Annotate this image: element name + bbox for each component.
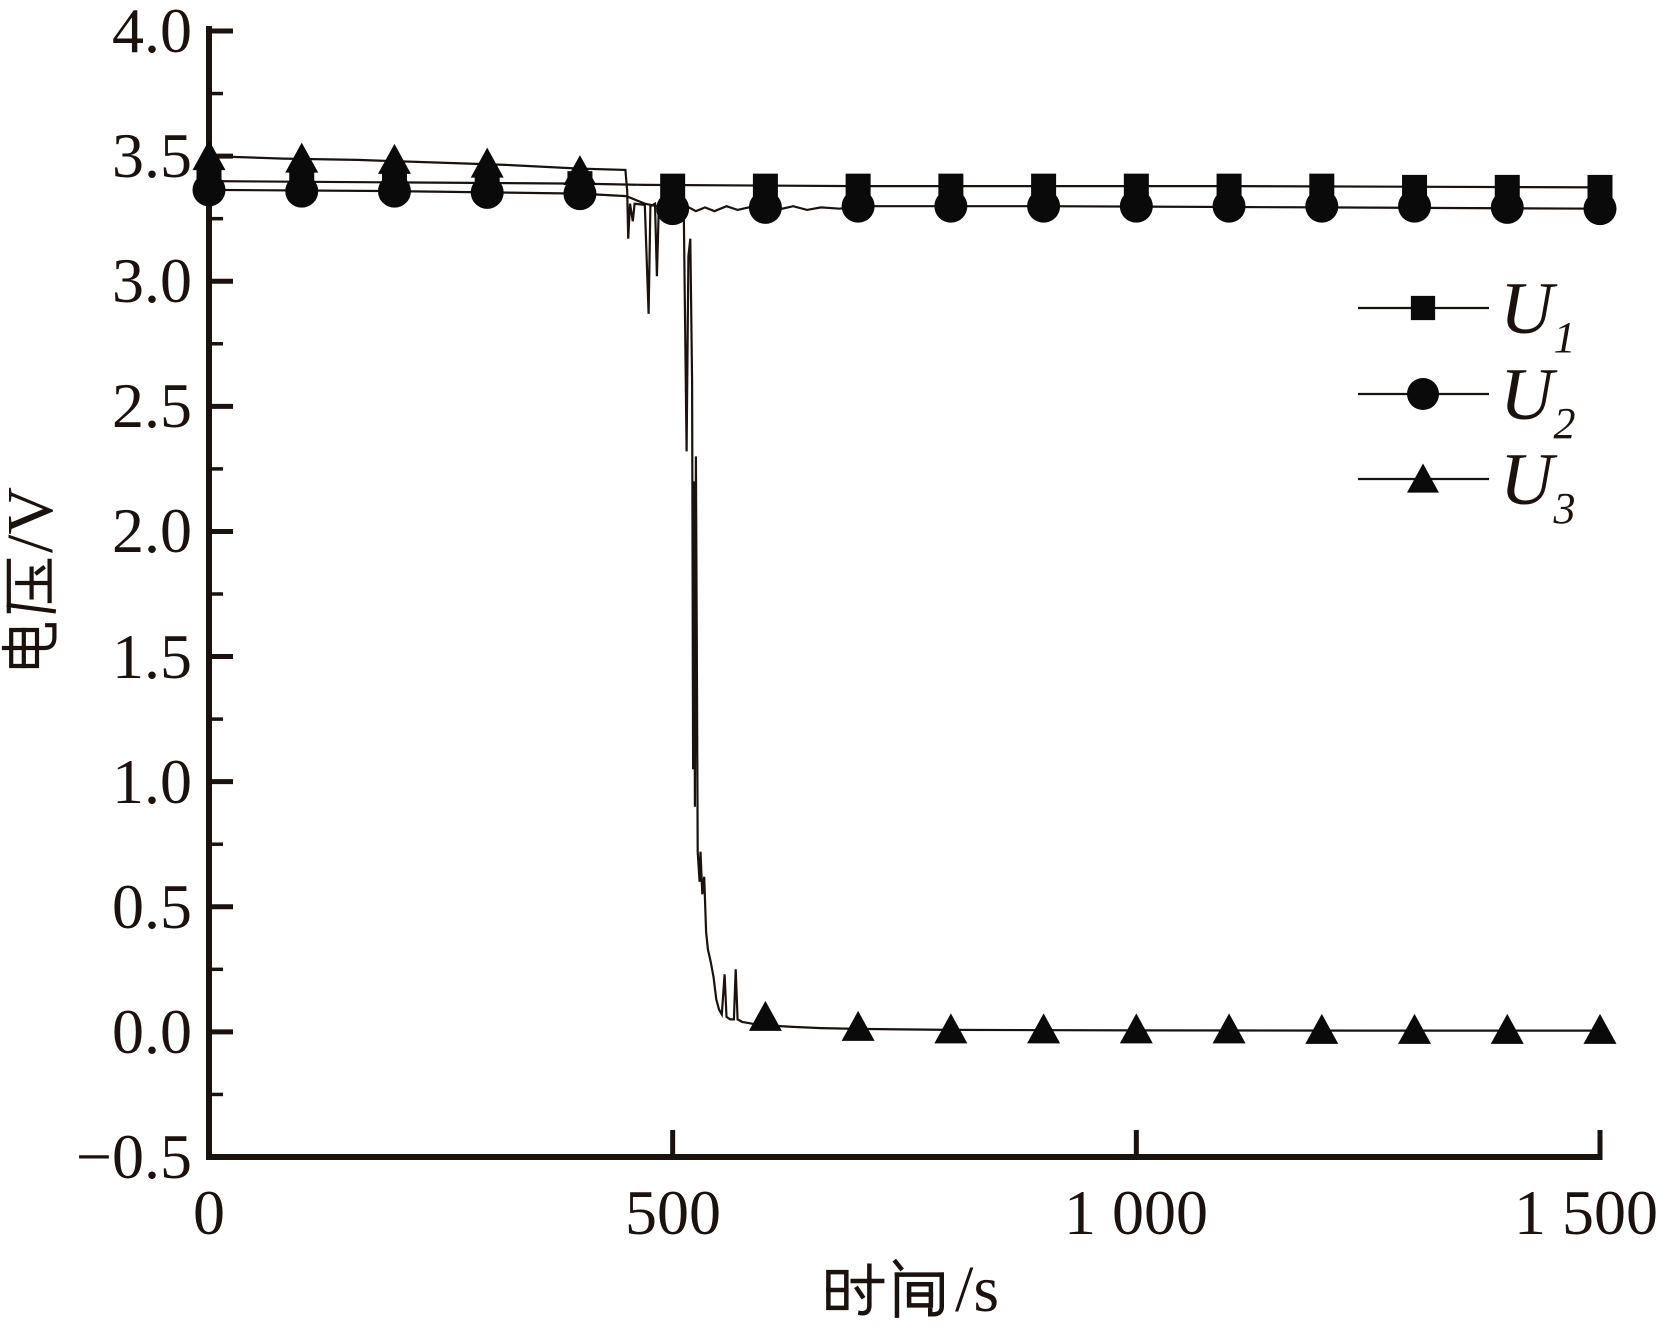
legend-label: U1 [1500,268,1575,362]
legend-label: U3 [1500,439,1575,533]
series-u3-line [208,155,1600,1032]
series-u1-markers [196,168,1613,200]
axes [206,26,1603,1160]
y-tick-label: 4.0 [112,0,192,66]
y-tick-label: 1.5 [112,621,192,692]
y-tick-label: 2.5 [112,370,192,441]
legend-item-u3: U3 [1358,439,1575,533]
x-tick-label: 1 000 [1064,1177,1208,1248]
y-tick-label: 3.5 [112,120,192,191]
series-u3-markers [192,140,1617,1044]
y-tick-label: 3.0 [112,245,192,316]
x-axis-unit: /s [954,1253,1000,1326]
legend-item-u1: U1 [1358,268,1575,362]
cjk-ya-glyph [6,558,57,614]
cjk-shi-glyph [826,1263,885,1316]
legend-label: U2 [1500,354,1575,448]
x-tick-label: 0 [193,1177,225,1248]
x-axis-title: /s [770,1256,1050,1324]
x-tick-label: 500 [625,1177,721,1248]
series-u1-line [208,180,1601,189]
y-tick-label: 2.0 [112,495,192,566]
y-axis-unit: /V [0,487,67,553]
legend-item-u2: U2 [1358,354,1575,448]
y-tick-label: 1.0 [112,746,192,817]
x-tick-label: 1 500 [1514,1177,1658,1248]
cjk-jian-glyph [892,1258,944,1318]
y-axis-title: /V [0,481,67,685]
cjk-dian-glyph [1,623,57,669]
y-tick-label: −0.5 [75,1121,192,1192]
y-tick-label: 0.0 [112,996,192,1067]
series-u2-line [208,188,1601,213]
y-tick-label: 0.5 [112,871,192,942]
